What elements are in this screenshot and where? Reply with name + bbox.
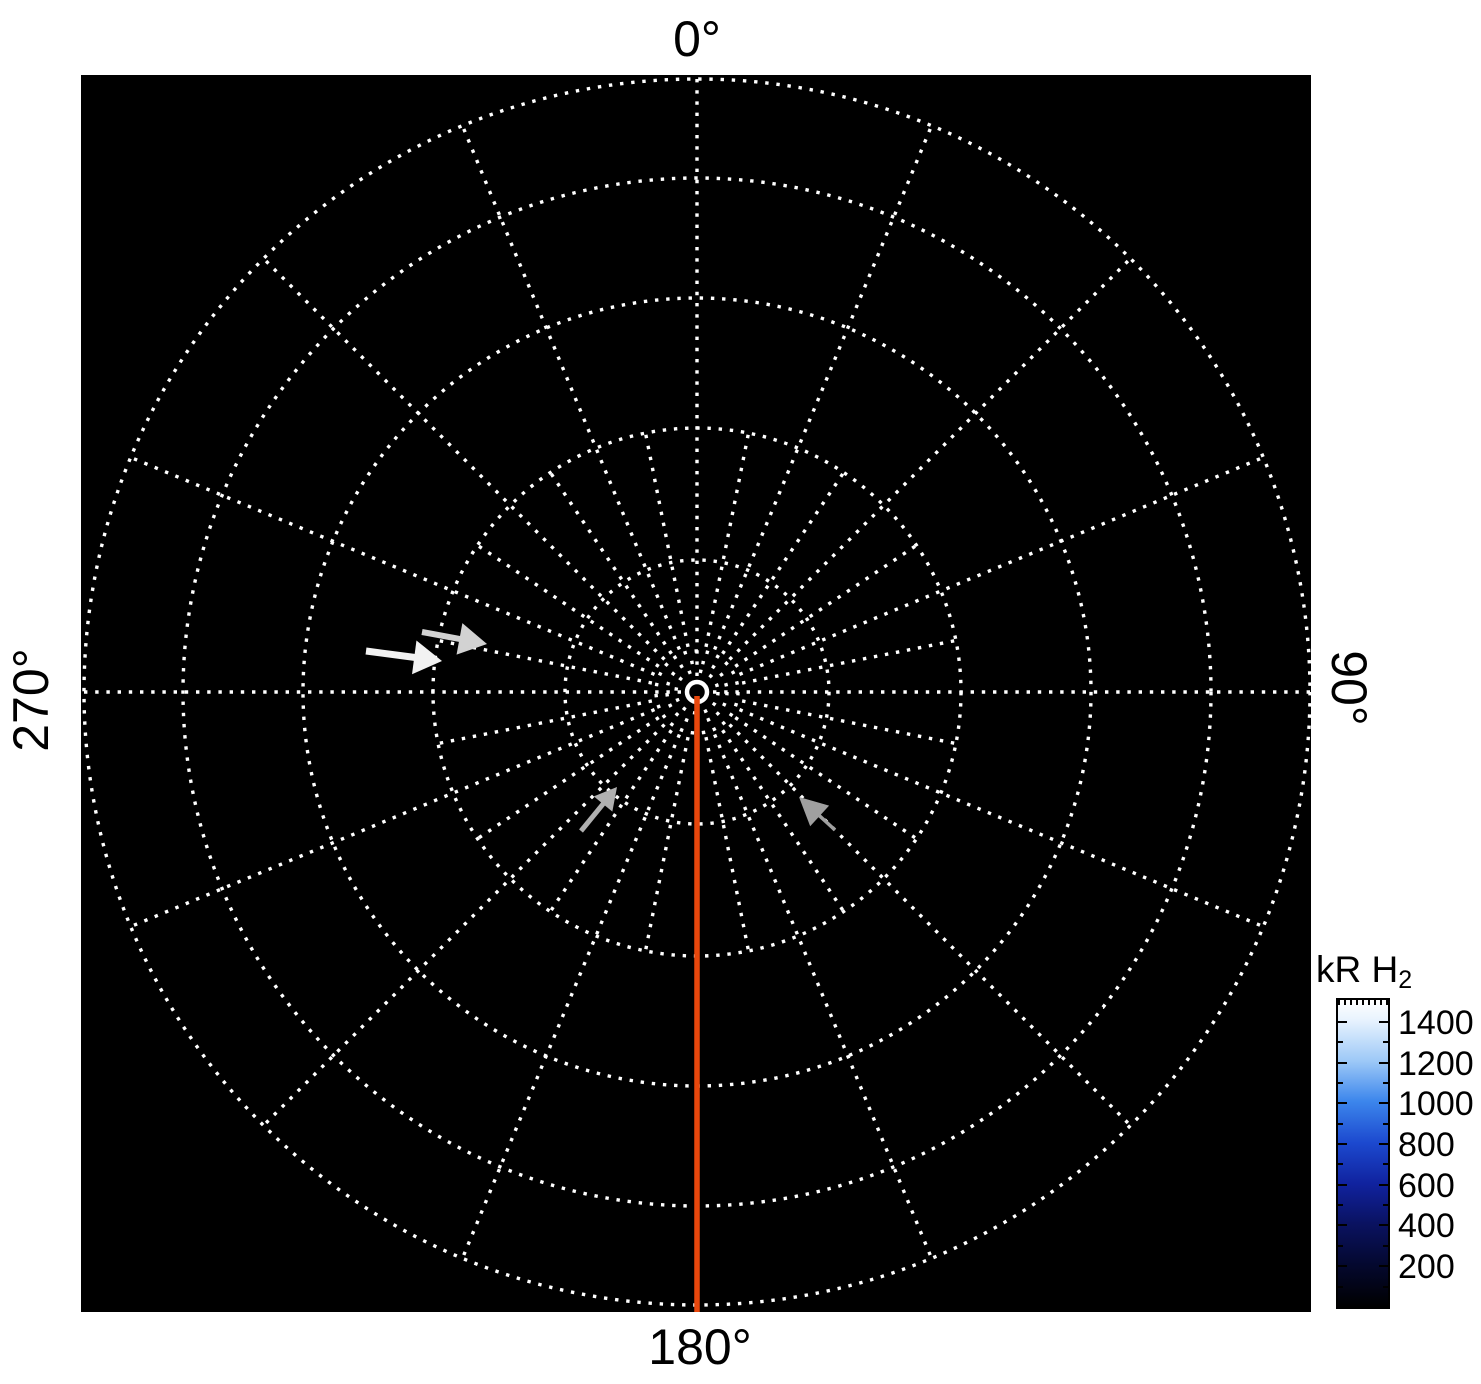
colorbar-top-tick <box>1368 1000 1370 1005</box>
colorbar-tick <box>1379 1265 1388 1268</box>
colorbar-gradient <box>1336 998 1390 1309</box>
polar-plot-area <box>81 75 1311 1312</box>
angle-label-90: 90° <box>1321 650 1377 726</box>
grid-spoke <box>721 471 846 655</box>
colorbar-tick <box>1338 1285 1343 1288</box>
grid-spoke <box>738 708 1264 929</box>
colorbar-title-subscript: 2 <box>1398 966 1413 994</box>
colorbar-tick <box>1338 1224 1347 1227</box>
grid-spoke <box>643 432 690 648</box>
grid-spoke <box>262 257 666 661</box>
colorbar-tick <box>1383 1244 1388 1247</box>
annotation-arrow-shaft <box>421 629 462 643</box>
colorbar-top-tick <box>1356 1000 1358 1005</box>
grid-spoke <box>262 723 666 1127</box>
colorbar-top-tick <box>1380 1000 1382 1005</box>
colorbar-tick <box>1383 1041 1388 1044</box>
colorbar-tick-label: 400 <box>1398 1207 1455 1246</box>
colorbar-tick <box>1338 1020 1347 1023</box>
colorbar-tick <box>1383 1285 1388 1288</box>
colorbar-tick <box>1338 1082 1343 1085</box>
grid-ring <box>82 77 1311 1307</box>
grid-spoke <box>704 432 751 648</box>
colorbar-tick-label: 1000 <box>1398 1085 1474 1124</box>
colorbar-tick <box>1379 1224 1388 1227</box>
colorbar-tick <box>1383 1082 1388 1085</box>
grid-ring <box>674 669 720 715</box>
grid-spoke <box>738 455 1264 676</box>
grid-ring <box>563 558 831 826</box>
colorbar-tick <box>1338 1102 1347 1105</box>
colorbar-tick <box>1338 1204 1343 1207</box>
grid-spoke <box>643 736 690 952</box>
colorbar-tick-label: 1400 <box>1398 1003 1474 1042</box>
colorbar-tick <box>1338 1265 1347 1268</box>
grid-spoke <box>548 729 673 913</box>
colorbar-tick <box>1379 1143 1388 1146</box>
grid-spoke <box>476 716 660 841</box>
angle-label-0: 0° <box>673 11 721 67</box>
grid-ring <box>654 649 740 735</box>
grid-spoke <box>734 543 918 668</box>
colorbar-tick <box>1338 1183 1347 1186</box>
grid-spoke <box>130 455 656 676</box>
grid-spoke <box>734 716 918 841</box>
colorbar-tick <box>1379 1183 1388 1186</box>
annotation-arrow-head <box>799 797 830 827</box>
colorbar-tick-label: 600 <box>1398 1166 1455 1205</box>
grid-spoke <box>460 733 681 1259</box>
colorbar-tick <box>1379 1061 1388 1064</box>
grid-spoke <box>437 699 653 746</box>
colorbar-tick <box>1338 1143 1347 1146</box>
colorbar-top-tick <box>1344 1000 1346 1005</box>
grid-spoke <box>704 736 751 952</box>
annotation-arrow-shaft <box>365 647 417 662</box>
grid-spoke <box>476 543 660 668</box>
colorbar-tick <box>1383 1122 1388 1125</box>
grid-spoke <box>728 257 1132 661</box>
colorbar-tick-label: 800 <box>1398 1126 1455 1165</box>
colorbar-tick <box>1379 1020 1388 1023</box>
grid-spoke <box>728 723 1132 1127</box>
grid-spoke <box>460 125 681 651</box>
colorbar-top-tick <box>1374 1000 1376 1005</box>
colorbar-top-tick <box>1350 1000 1352 1005</box>
annotation-arrow-shaft <box>816 813 837 832</box>
polar-grid-svg <box>81 75 1311 1312</box>
grid-spoke <box>741 699 957 746</box>
colorbar-tick <box>1338 1122 1343 1125</box>
annotation-arrow-shaft <box>579 800 607 833</box>
colorbar-top-tick <box>1386 1000 1388 1005</box>
colorbar-tick <box>1383 1163 1388 1166</box>
colorbar-tick-label: 200 <box>1398 1248 1455 1287</box>
annotation-arrow-head <box>456 623 487 655</box>
colorbar-tick <box>1379 1102 1388 1105</box>
colorbar-tick <box>1338 1244 1343 1247</box>
colorbar-tick-label: 1200 <box>1398 1044 1474 1083</box>
grid-spoke <box>548 471 673 655</box>
colorbar-top-tick <box>1362 1000 1364 1005</box>
annotation-arrow-head <box>412 640 442 675</box>
colorbar-top-tick <box>1338 1000 1340 1005</box>
colorbar-tick <box>1338 1163 1343 1166</box>
colorbar-title: kR H2 <box>1316 951 1412 993</box>
colorbar-tick <box>1338 1061 1347 1064</box>
grid-spoke <box>713 733 934 1259</box>
colorbar-tick <box>1338 1041 1343 1044</box>
annotation-arrow-head <box>593 787 617 812</box>
angle-label-180: 180° <box>648 1319 752 1375</box>
grid-spoke <box>130 708 656 929</box>
grid-spoke <box>741 638 957 685</box>
grid-spoke <box>721 729 846 913</box>
angle-label-270: 270° <box>3 648 59 752</box>
grid-spoke <box>713 125 934 651</box>
colorbar-title-text: kR H <box>1316 949 1399 990</box>
colorbar-tick <box>1383 1204 1388 1207</box>
